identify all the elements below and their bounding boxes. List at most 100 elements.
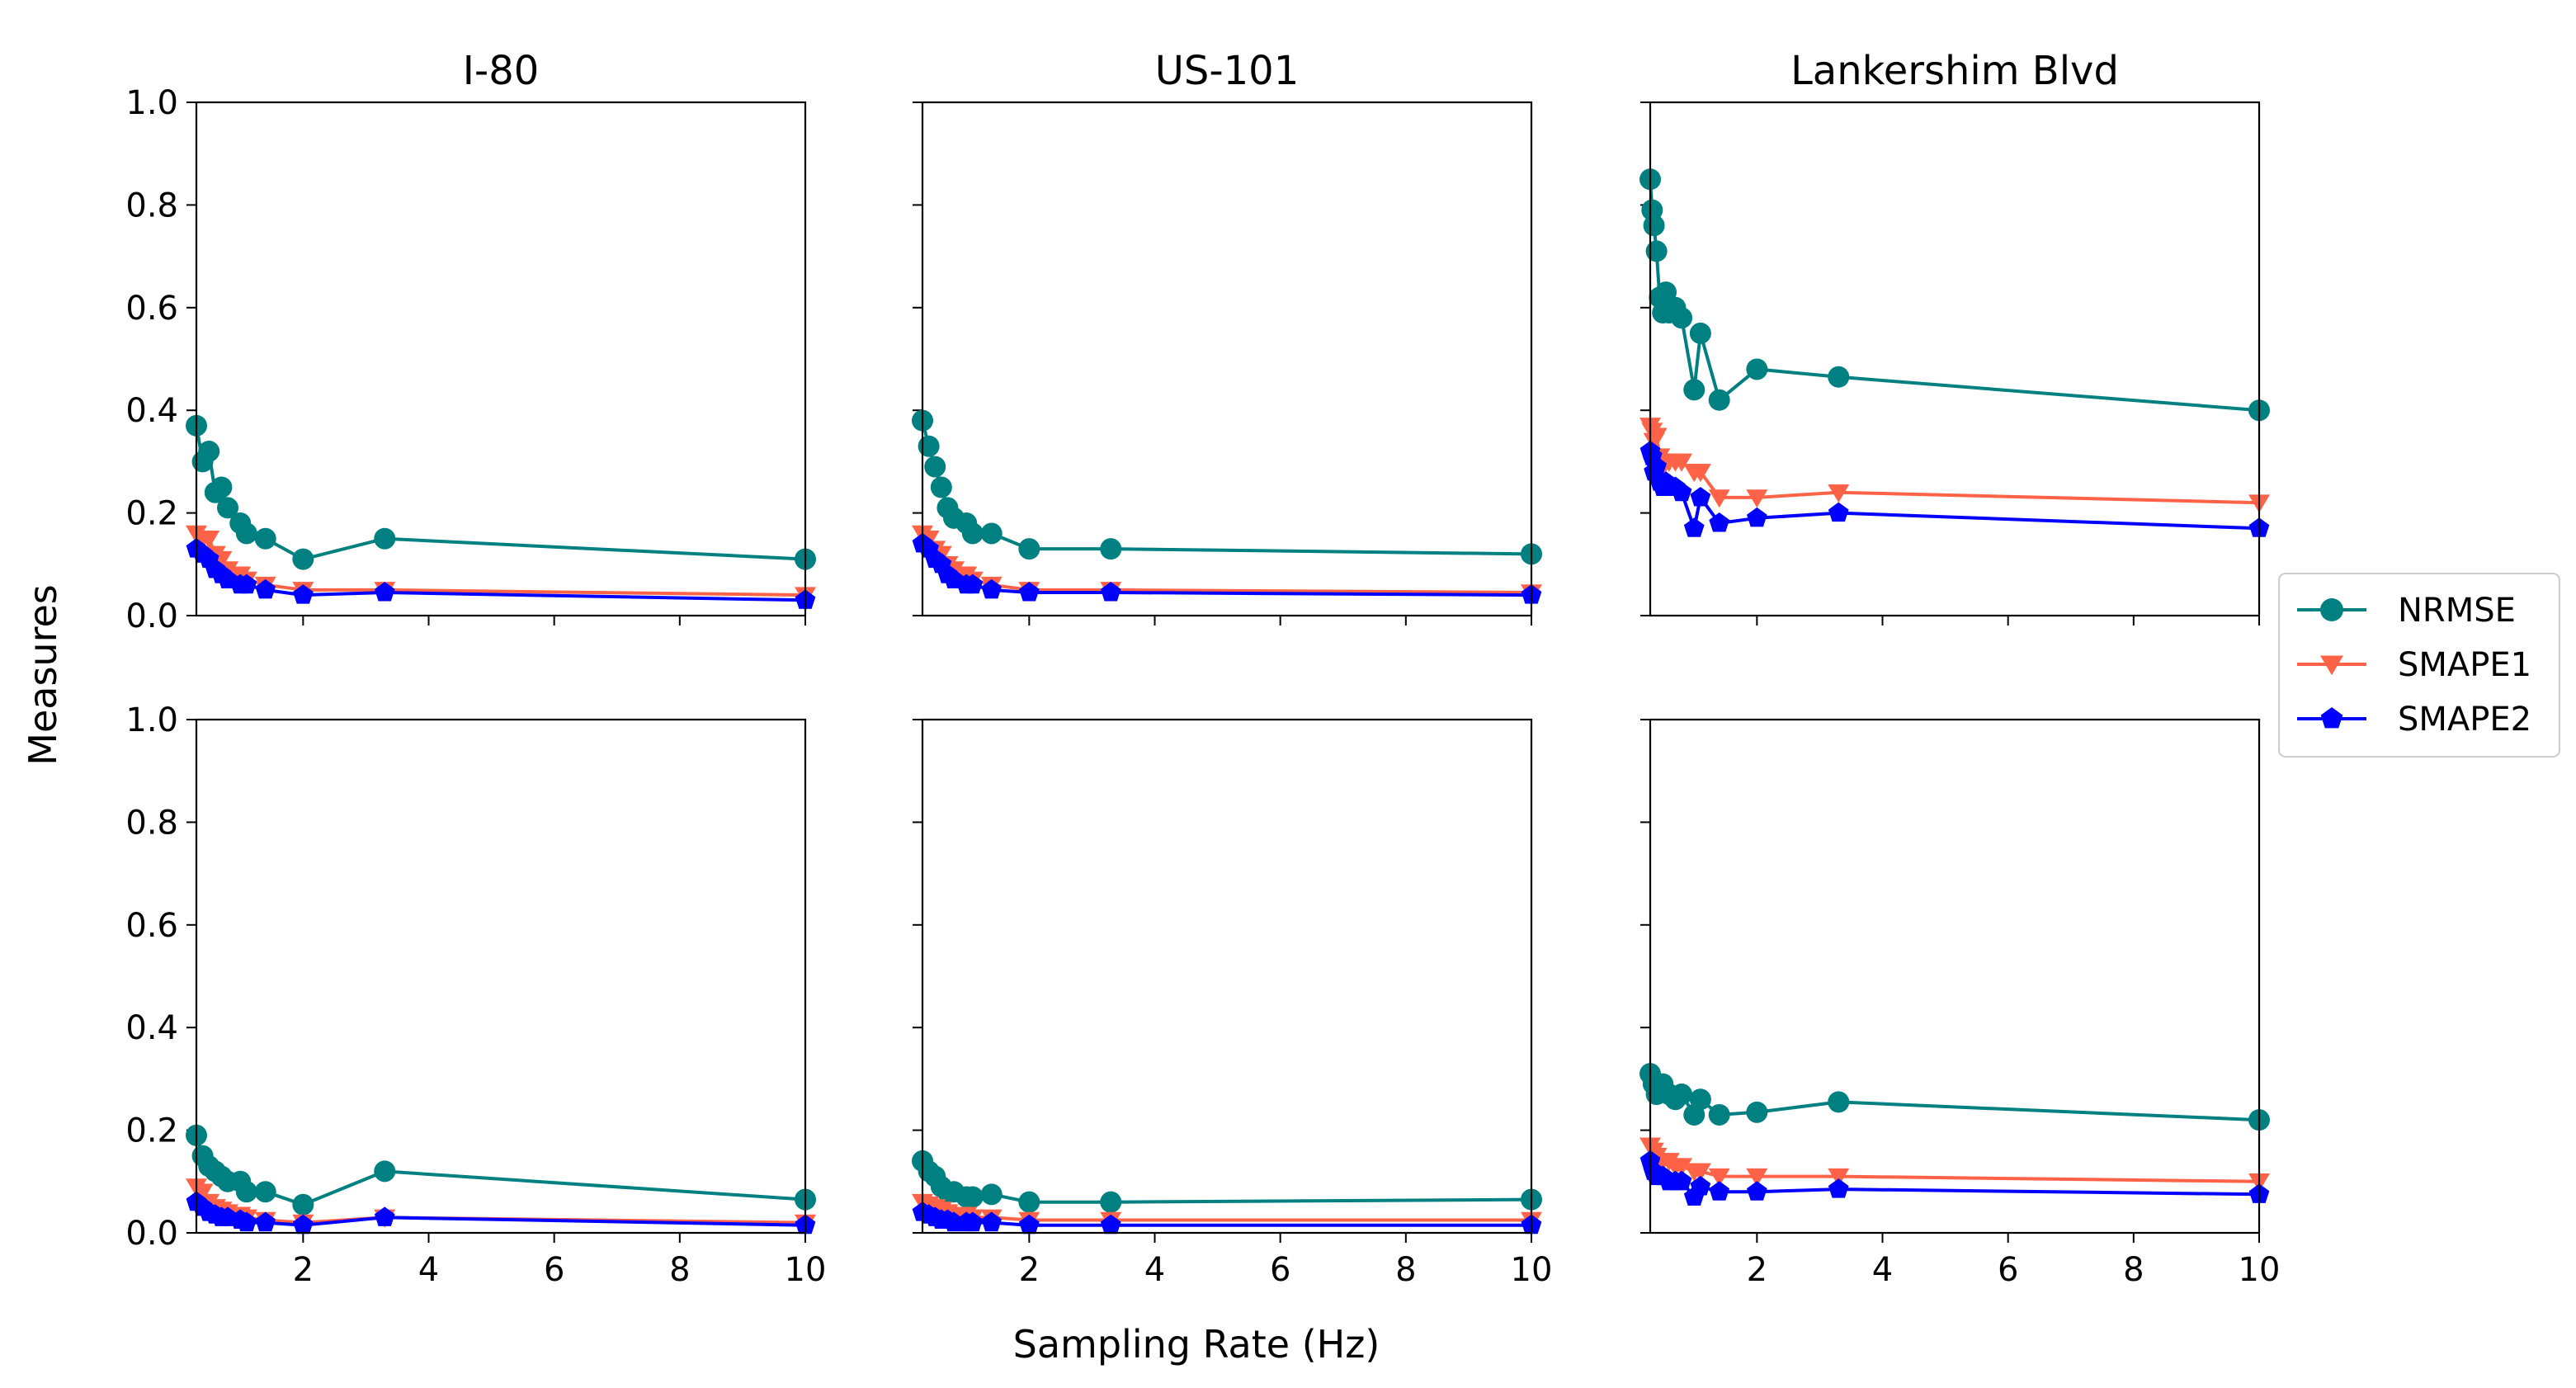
data-point-nrmse — [1708, 389, 1730, 411]
data-point-smape1 — [1828, 1168, 1850, 1187]
x-tick-label: 6 — [1270, 1251, 1290, 1289]
panel-data — [912, 409, 1542, 604]
data-point-smape2 — [1671, 1170, 1692, 1191]
data-point-nrmse — [1643, 215, 1665, 237]
x-tick-label: 4 — [418, 1251, 439, 1289]
legend-label: SMAPE2 — [2398, 701, 2531, 739]
series-line-smape1 — [1649, 1145, 2260, 1183]
series-line-nrmse — [1649, 1073, 2260, 1122]
x-tick-label: 4 — [1144, 1251, 1165, 1289]
data-point-nrmse — [1100, 538, 1122, 560]
legend-item-smape2: SMAPE2 — [2297, 701, 2531, 739]
data-point-smape1 — [1708, 489, 1730, 508]
data-point-nrmse — [918, 435, 940, 457]
y-tick-label: 0.4 — [125, 392, 178, 430]
data-point-smape2 — [1746, 507, 1767, 527]
data-point-nrmse — [254, 527, 276, 550]
data-point-smape2 — [374, 1206, 395, 1226]
x-tick-label: 10 — [2239, 1251, 2281, 1289]
data-point-nrmse — [1828, 1091, 1850, 1113]
data-point-smape1 — [1671, 453, 1693, 472]
y-tick-label: 0.0 — [125, 597, 178, 635]
panel-2-1: 0.0 0.2 0.4 0.6 0.8 1.0 2 4 6 8 10 — [125, 701, 826, 1289]
data-point-nrmse — [980, 1183, 1003, 1206]
legend-label: NRMSE — [2398, 592, 2516, 630]
data-point-smape2 — [1690, 1176, 1711, 1196]
y-tick-label: 0.6 — [125, 290, 178, 328]
legend-marker — [2320, 598, 2343, 621]
data-point-smape2 — [962, 574, 984, 594]
y-tick-label: 0.0 — [125, 1215, 178, 1253]
x-tick-label: 2 — [1747, 1251, 1767, 1289]
data-point-nrmse — [235, 522, 257, 545]
data-point-nrmse — [1689, 1088, 1711, 1111]
data-point-smape2 — [1828, 1178, 1849, 1198]
series-line-smape1 — [1649, 425, 2260, 505]
data-point-smape2 — [292, 1214, 314, 1235]
legend-frame — [2278, 573, 2560, 758]
data-point-nrmse — [198, 440, 220, 462]
y-tick-label: 0.6 — [125, 907, 178, 945]
series-line-nrmse — [195, 425, 806, 561]
legend-marker — [2320, 655, 2343, 676]
data-point-nrmse — [924, 456, 946, 478]
data-point-nrmse — [1671, 307, 1693, 329]
data-point-smape2 — [981, 1211, 1003, 1232]
data-point-smape1 — [191, 1183, 214, 1202]
axes-frame — [195, 718, 807, 1235]
data-point-nrmse — [374, 527, 396, 550]
data-point-nrmse — [961, 522, 984, 545]
data-point-nrmse — [961, 1186, 984, 1208]
data-point-smape2 — [1828, 502, 1849, 522]
y-axis-label: Measures — [21, 584, 65, 765]
series-line-nrmse — [921, 1159, 1532, 1204]
data-point-nrmse — [254, 1181, 276, 1203]
series-line-nrmse — [1649, 179, 2260, 413]
data-point-smape2 — [1683, 517, 1705, 537]
x-tick-label: 6 — [1998, 1251, 2018, 1289]
data-point-smape2 — [1709, 512, 1730, 532]
panel-2-3: 2 4 6 8 10 — [1639, 718, 2281, 1289]
data-point-nrmse — [1689, 322, 1711, 344]
data-point-smape1 — [1689, 1163, 1711, 1182]
data-point-smape2 — [1671, 481, 1692, 502]
data-point-smape2 — [981, 578, 1003, 599]
data-point-smape2 — [1709, 1181, 1730, 1201]
data-point-nrmse — [1671, 1083, 1693, 1106]
data-point-smape2 — [1690, 486, 1711, 507]
data-point-smape2 — [962, 1211, 984, 1232]
legend: NRMSE SMAPE1 SMAPE2 — [2278, 573, 2560, 758]
data-point-smape1 — [1645, 427, 1668, 446]
axes-frame — [195, 101, 807, 617]
x-tick-label: 8 — [669, 1251, 690, 1289]
data-point-nrmse — [374, 1160, 396, 1183]
panel-data — [186, 414, 816, 609]
legend-label: SMAPE1 — [2398, 646, 2531, 684]
y-tick-label: 0.8 — [125, 186, 178, 224]
data-point-smape2 — [236, 1211, 257, 1232]
axes-frame — [921, 101, 1533, 617]
data-point-smape2 — [1746, 1181, 1767, 1201]
data-point-smape2 — [1646, 456, 1667, 476]
data-point-smape1 — [198, 530, 220, 550]
panel-1-3: Lankershim Blvd — [1639, 48, 2270, 626]
series-line-nrmse — [921, 420, 1532, 556]
axes-frame — [1649, 101, 2261, 617]
data-point-nrmse — [1708, 1103, 1730, 1126]
data-point-smape1 — [1746, 489, 1768, 508]
data-point-nrmse — [1683, 379, 1706, 401]
y-tick-label: 1.0 — [125, 84, 178, 122]
data-point-smape1 — [1746, 1168, 1768, 1187]
data-point-smape1 — [1828, 484, 1850, 503]
panel-title: I-80 — [463, 48, 540, 94]
data-point-smape1 — [1708, 1168, 1730, 1187]
x-tick-label: 2 — [293, 1251, 314, 1289]
data-point-smape1 — [1671, 1158, 1693, 1177]
data-point-nrmse — [292, 548, 314, 570]
series-line-nrmse — [195, 1135, 806, 1206]
series-line-smape2 — [1649, 451, 2260, 531]
data-point-nrmse — [1018, 1191, 1040, 1213]
y-tick-label: 1.0 — [125, 701, 178, 739]
data-point-nrmse — [292, 1193, 314, 1216]
